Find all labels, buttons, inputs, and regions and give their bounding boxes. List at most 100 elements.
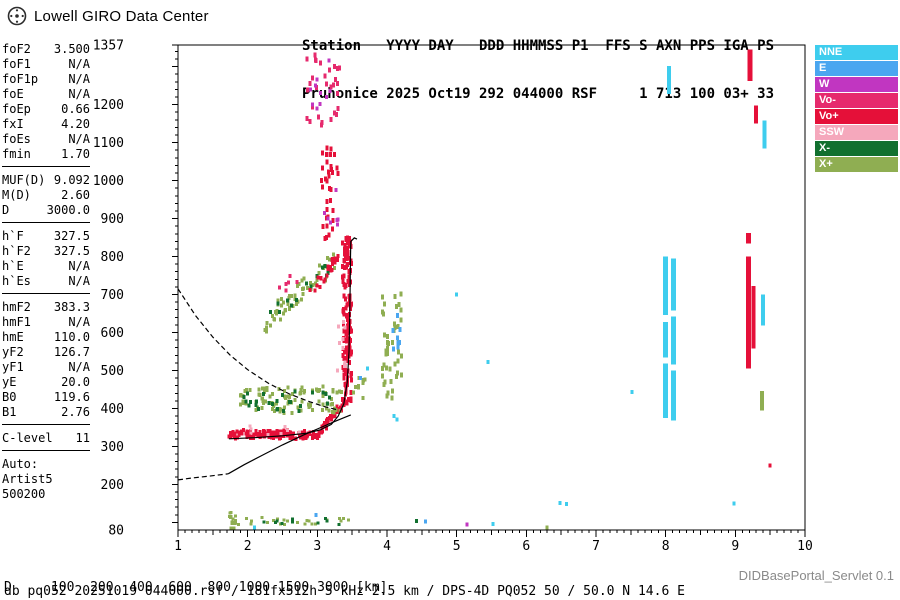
distance-row: D 100 200 400 600 800 1000 1500 3000 [km… [4,580,388,595]
echo-direction-legend: NNE E W Vo- Vo+ SSW X- X+ [815,45,898,173]
param-value: N/A [68,72,90,86]
svg-text:9: 9 [731,539,739,554]
svg-text:900: 900 [101,212,124,227]
param-row-fof1: foF1 N/A [2,57,90,72]
param-name: foF1 [2,57,31,71]
param-value: 383.3 [53,300,90,314]
param-name: 500200 [2,487,46,501]
param-row-clevel: C-level 11 [2,431,90,446]
param-row-ye: yE 20.0 [2,375,90,390]
param-name: hmF2 [2,300,31,314]
param-row-mufd: MUF(D) 9.092 [2,173,90,188]
param-name: yE [2,375,17,389]
param-value: N/A [68,360,90,374]
param-name: h`F [2,229,24,243]
param-value: 0.66 [61,102,90,116]
param-divider [2,289,90,294]
param-name: h`F2 [2,244,31,258]
param-row-foep: foEp 0.66 [2,102,90,117]
param-name: hmE [2,330,24,344]
param-value: N/A [68,315,90,329]
svg-text:400: 400 [101,402,124,417]
param-name: D [2,203,10,217]
svg-text:5: 5 [453,539,461,554]
param-row-fof1p: foF1p N/A [2,72,90,87]
param-row-yf1: yF1 N/A [2,360,90,375]
station-header-line1: Station YYYY DAY DDD HHMMSS P1 FFS S AXN… [302,38,775,54]
param-name: foE [2,87,24,101]
param-value: 2.76 [61,405,90,419]
param-value: 1.70 [61,147,90,161]
param-row-md: M(D) 2.60 [2,188,90,203]
parameter-panel: foF2 3.500 foF1 N/A foF1p N/A foE N/A foEp 0.66 fx… [2,42,90,502]
param-value: 126.7 [53,345,90,359]
legend-item-vo+: Vo+ [815,109,898,124]
svg-text:600: 600 [101,326,124,341]
param-name: h`Es [2,274,31,288]
param-divider [2,218,90,223]
status-bar: db pq052 20251019 044000.rsf / 181fx512h… [4,584,685,599]
param-row-hmf2: hmF2 383.3 [2,300,90,315]
param-row-hf2: h`F2 327.5 [2,244,90,259]
param-row-hmf1: hmF1 N/A [2,315,90,330]
param-value: N/A [68,57,90,71]
muf-distance-table: D 100 200 400 600 800 1000 1500 3000 [km… [4,553,395,600]
svg-text:8: 8 [662,539,670,554]
svg-text:1: 1 [174,539,182,554]
station-header-line2: Pruhonice 2025 Oct19 292 044000 RSF 1 71… [302,86,775,102]
param-name: hmF1 [2,315,31,329]
param-name: M(D) [2,188,31,202]
param-name: Auto: [2,457,39,471]
svg-text:1100: 1100 [93,136,124,151]
param-value: 3000.0 [46,203,90,217]
param-divider [2,162,90,167]
svg-text:800: 800 [101,250,124,265]
svg-text:1200: 1200 [93,98,124,113]
param-row-b0: B0 119.6 [2,390,90,405]
param-value: 3.500 [53,42,90,56]
param-value: 9.092 [53,173,90,187]
svg-text:500: 500 [101,364,124,379]
legend-item-ssw: SSW [815,125,898,140]
param-row-foe: foE N/A [2,87,90,102]
param-value: 327.5 [53,244,90,258]
param-row-foes: foEs N/A [2,132,90,147]
svg-text:10: 10 [797,539,813,554]
param-row-d: D 3000.0 [2,203,90,218]
param-name: fxI [2,117,24,131]
param-value: 4.20 [61,117,90,131]
legend-item-x+: X+ [815,157,898,172]
param-name: h`E [2,259,24,273]
param-name: foEp [2,102,31,116]
param-name: yF1 [2,360,24,374]
param-name: foF1p [2,72,39,86]
param-value: N/A [68,87,90,101]
param-row-hes: h`Es N/A [2,274,90,289]
param-name: MUF(D) [2,173,46,187]
param-name: fmin [2,147,31,161]
svg-text:700: 700 [101,288,124,303]
svg-text:1357: 1357 [93,39,124,54]
param-value: 2.60 [61,188,90,202]
brand-header: Lowell GIRO Data Center [6,5,209,27]
param-row-hme: hmE 110.0 [2,330,90,345]
app-title: Lowell GIRO Data Center [34,7,209,25]
station-header: Station YYYY DAY DDD HHMMSS P1 FFS S AXN… [302,6,774,134]
param-row-yf2: yF2 126.7 [2,345,90,360]
param-divider [2,446,90,451]
param-row-he: h`E N/A [2,259,90,274]
param-row-500200: 500200 [2,487,90,502]
param-value: N/A [68,132,90,146]
legend-item-vo-: Vo- [815,93,898,108]
svg-text:4: 4 [383,539,391,554]
svg-text:7: 7 [592,539,600,554]
param-value: 327.5 [53,229,90,243]
giro-logo-icon [7,6,27,26]
param-value: N/A [68,274,90,288]
servlet-version: DIDBasePortal_Servlet 0.1 [738,568,894,583]
param-name: foEs [2,132,31,146]
param-row-auto: Auto: [2,457,90,472]
param-name: B0 [2,390,17,404]
